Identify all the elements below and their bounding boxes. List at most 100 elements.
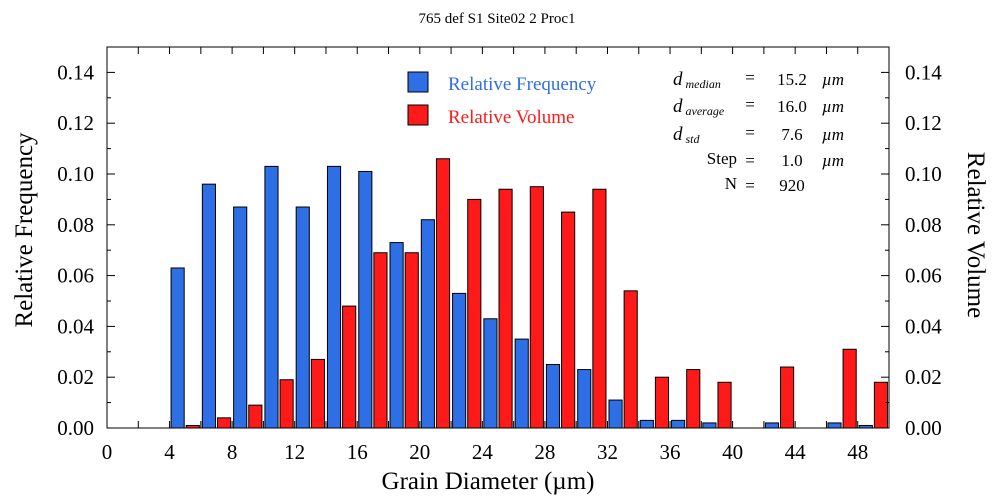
stat-equals: = <box>745 176 755 195</box>
stat-equals: = <box>745 95 755 114</box>
volume-bar <box>717 381 732 429</box>
frequency-bar <box>420 219 435 429</box>
y-tick-label-left: 0.12 <box>57 111 94 135</box>
stat-unit: µm <box>822 151 844 170</box>
volume-bar <box>623 290 638 429</box>
legend: Relative Frequency Relative Volume <box>407 71 597 128</box>
volume-bar <box>435 158 451 429</box>
volume-bar <box>216 417 232 429</box>
x-tick-label: 16 <box>347 440 368 464</box>
y-tick-label-right: 0.10 <box>905 162 942 186</box>
y-tick-label-right: 0.04 <box>905 314 942 338</box>
x-tick-label: 8 <box>227 440 238 464</box>
y-tick-label-left: 0.10 <box>57 162 94 186</box>
x-tick-label: 44 <box>785 440 807 464</box>
volume-bar <box>248 404 263 429</box>
x-axis-ticks: 0 4 8 12 16 20 24 28 32 36 40 44 48 <box>102 47 890 464</box>
stat-symbol: d median <box>673 69 721 91</box>
stat-value: 1.0 <box>781 151 802 170</box>
y-tick-label-left: 0.02 <box>57 365 94 389</box>
frequency-bar <box>483 318 498 429</box>
volume-bar <box>373 252 388 429</box>
y-tick-label-right: 0.08 <box>905 213 942 237</box>
frequency-bar <box>608 399 623 429</box>
frequency-bar <box>233 206 248 429</box>
x-tick-label: 24 <box>472 440 494 464</box>
y-axis-label-left: Relative Frequency <box>11 132 38 328</box>
y-tick-label-left: 0.06 <box>57 264 94 288</box>
x-tick-label: 36 <box>660 440 681 464</box>
x-tick-label: 40 <box>722 440 743 464</box>
stat-label: N <box>725 174 737 193</box>
stat-unit: µm <box>822 125 844 144</box>
frequency-bar <box>170 267 185 429</box>
frequency-bar <box>514 338 529 429</box>
volume-bar <box>592 188 607 429</box>
frequency-bar <box>764 422 780 429</box>
x-tick-label: 0 <box>102 440 113 464</box>
y-tick-label-right: 0.02 <box>905 365 942 389</box>
y-tick-label-right: 0.14 <box>905 60 942 84</box>
frequency-bar <box>639 419 654 429</box>
frequency-bar <box>577 369 592 429</box>
x-tick-label: 28 <box>534 440 555 464</box>
stat-value: 15.2 <box>777 70 807 89</box>
volume-bar <box>529 186 544 429</box>
chart-title: 765 def S1 Site02 2 Proc1 <box>418 11 575 27</box>
y-tick-label-left: 0.04 <box>57 314 94 338</box>
stat-value: 7.6 <box>781 125 802 144</box>
frequency-bar <box>295 206 310 429</box>
x-tick-label: 32 <box>597 440 618 464</box>
stat-equals: = <box>745 151 755 170</box>
legend-swatch-frequency <box>407 71 429 93</box>
frequency-bar <box>827 422 842 429</box>
y-tick-label-left: 0.14 <box>57 60 94 84</box>
y-tick-label-right: 0.12 <box>905 111 942 135</box>
volume-bar <box>498 188 513 429</box>
x-tick-label: 20 <box>409 440 430 464</box>
volume-bar <box>654 376 670 429</box>
y-tick-label-right: 0.00 <box>905 416 942 440</box>
volume-bar <box>842 348 857 429</box>
x-tick-label: 12 <box>284 440 305 464</box>
legend-label-frequency: Relative Frequency <box>448 74 597 95</box>
volume-bar <box>342 305 357 429</box>
frequency-bar <box>201 183 216 429</box>
frequency-bar <box>671 419 686 429</box>
stat-label: Step <box>707 149 737 168</box>
stat-unit: µm <box>822 97 844 116</box>
volume-bar <box>873 381 888 429</box>
volume-bar <box>279 379 294 429</box>
y-tick-label-left: 0.08 <box>57 213 94 237</box>
frequency-bar <box>545 364 561 429</box>
plot-frame <box>106 46 890 429</box>
volume-bar <box>404 252 419 429</box>
volume-bar <box>686 369 701 429</box>
x-axis-label: Grain Diameter (µm) <box>382 468 595 495</box>
statistics-panel: d median = 15.2 µm d average = 16.0 µm d std = 7.6 µm S… <box>673 68 844 195</box>
stat-symbol: d std <box>673 124 701 146</box>
stat-equals: = <box>745 123 755 142</box>
x-tick-label: 4 <box>164 440 175 464</box>
stat-value: 920 <box>779 176 805 195</box>
stat-symbol: d average <box>673 96 725 118</box>
frequency-bar <box>389 242 404 429</box>
legend-label-volume: Relative Volume <box>448 107 574 128</box>
volume-bar <box>310 358 325 429</box>
volume-bar <box>780 366 795 429</box>
frequency-bar <box>264 165 279 429</box>
bar-layer <box>170 158 888 429</box>
stat-unit: µm <box>822 70 844 89</box>
y-tick-label-left: 0.00 <box>57 416 94 440</box>
stat-equals: = <box>745 68 755 87</box>
stat-value: 16.0 <box>777 97 807 116</box>
x-tick-label: 48 <box>847 440 868 464</box>
y-axis-ticks: 0.00 0.00 0.02 0.02 0.04 0.04 0.06 0.06 0.08 0.08… <box>57 46 942 440</box>
legend-swatch-volume <box>407 104 429 126</box>
frequency-bar <box>326 165 342 429</box>
volume-bar <box>467 198 482 429</box>
y-axis-label-right: Relative Volume <box>962 152 989 318</box>
volume-bar <box>561 211 576 429</box>
frequency-bar <box>452 292 467 429</box>
